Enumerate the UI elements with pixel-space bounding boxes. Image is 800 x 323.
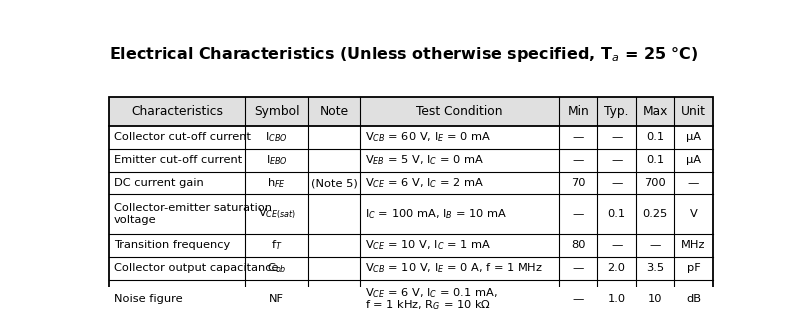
Text: pF: pF xyxy=(686,263,700,273)
Text: —: — xyxy=(573,209,584,219)
Text: h$_{FE}$: h$_{FE}$ xyxy=(267,176,286,190)
Text: —: — xyxy=(573,294,584,304)
Text: I$_{C}$ = 100 mA, I$_{B}$ = 10 mA: I$_{C}$ = 100 mA, I$_{B}$ = 10 mA xyxy=(365,207,507,221)
Text: NF: NF xyxy=(269,294,284,304)
Text: (Note 5): (Note 5) xyxy=(311,178,358,188)
Text: Noise figure: Noise figure xyxy=(114,294,182,304)
Text: f$_{T}$: f$_{T}$ xyxy=(271,238,282,252)
Text: —: — xyxy=(611,132,622,142)
Text: V$_{CB}$ = 60 V, I$_{E}$ = 0 mA: V$_{CB}$ = 60 V, I$_{E}$ = 0 mA xyxy=(365,130,491,144)
Text: f = 1 kHz, R$_{G}$ = 10 kΩ: f = 1 kHz, R$_{G}$ = 10 kΩ xyxy=(365,298,490,312)
Text: Symbol: Symbol xyxy=(254,105,299,118)
Text: —: — xyxy=(688,178,699,188)
Text: Max: Max xyxy=(642,105,668,118)
Text: V$_{CE}$ = 6 V, I$_{C}$ = 2 mA: V$_{CE}$ = 6 V, I$_{C}$ = 2 mA xyxy=(365,176,484,190)
Text: Typ.: Typ. xyxy=(605,105,629,118)
Text: μA: μA xyxy=(686,132,701,142)
Text: Transition frequency: Transition frequency xyxy=(114,240,230,250)
Text: 10: 10 xyxy=(648,294,662,304)
Text: Note: Note xyxy=(320,105,349,118)
Text: I$_{EBO}$: I$_{EBO}$ xyxy=(266,153,288,167)
Text: V$_{CE(sat)}$: V$_{CE(sat)}$ xyxy=(258,207,296,221)
Text: V$_{CE}$ = 6 V, I$_{C}$ = 0.1 mA,: V$_{CE}$ = 6 V, I$_{C}$ = 0.1 mA, xyxy=(365,286,498,300)
Text: 3.5: 3.5 xyxy=(646,263,664,273)
Text: 0.25: 0.25 xyxy=(642,209,668,219)
Text: Collector-emitter saturation: Collector-emitter saturation xyxy=(114,203,272,213)
Text: MHz: MHz xyxy=(681,240,706,250)
Text: Collector output capacitance: Collector output capacitance xyxy=(114,263,278,273)
Text: DC current gain: DC current gain xyxy=(114,178,203,188)
Text: Unit: Unit xyxy=(681,105,706,118)
Text: —: — xyxy=(573,263,584,273)
Text: —: — xyxy=(611,178,622,188)
Text: —: — xyxy=(650,240,661,250)
Text: I$_{CBO}$: I$_{CBO}$ xyxy=(266,130,288,144)
Text: Test Condition: Test Condition xyxy=(417,105,503,118)
Text: Min: Min xyxy=(567,105,589,118)
Text: —: — xyxy=(611,155,622,165)
Text: 1.0: 1.0 xyxy=(608,294,626,304)
Text: 0.1: 0.1 xyxy=(646,155,664,165)
Text: Collector cut-off current: Collector cut-off current xyxy=(114,132,250,142)
Text: 0.1: 0.1 xyxy=(608,209,626,219)
Text: 70: 70 xyxy=(571,178,586,188)
Text: 0.1: 0.1 xyxy=(646,132,664,142)
Text: dB: dB xyxy=(686,294,701,304)
Text: —: — xyxy=(573,155,584,165)
Text: Electrical Characteristics (Unless otherwise specified, T$_a$ = 25 °C): Electrical Characteristics (Unless other… xyxy=(110,45,699,64)
Text: voltage: voltage xyxy=(114,215,156,225)
Text: V: V xyxy=(690,209,698,219)
Text: Emitter cut-off current: Emitter cut-off current xyxy=(114,155,242,165)
Text: Characteristics: Characteristics xyxy=(131,105,223,118)
Text: μA: μA xyxy=(686,155,701,165)
Text: 80: 80 xyxy=(571,240,586,250)
Text: C$_{ob}$: C$_{ob}$ xyxy=(267,261,286,275)
Text: 2.0: 2.0 xyxy=(608,263,626,273)
Text: —: — xyxy=(611,240,622,250)
Text: V$_{CB}$ = 10 V, I$_{E}$ = 0 A, f = 1 MHz: V$_{CB}$ = 10 V, I$_{E}$ = 0 A, f = 1 MH… xyxy=(365,261,542,275)
Text: 700: 700 xyxy=(644,178,666,188)
Text: —: — xyxy=(573,132,584,142)
Text: V$_{EB}$ = 5 V, I$_{C}$ = 0 mA: V$_{EB}$ = 5 V, I$_{C}$ = 0 mA xyxy=(365,153,484,167)
Text: V$_{CE}$ = 10 V, I$_{C}$ = 1 mA: V$_{CE}$ = 10 V, I$_{C}$ = 1 mA xyxy=(365,238,491,252)
